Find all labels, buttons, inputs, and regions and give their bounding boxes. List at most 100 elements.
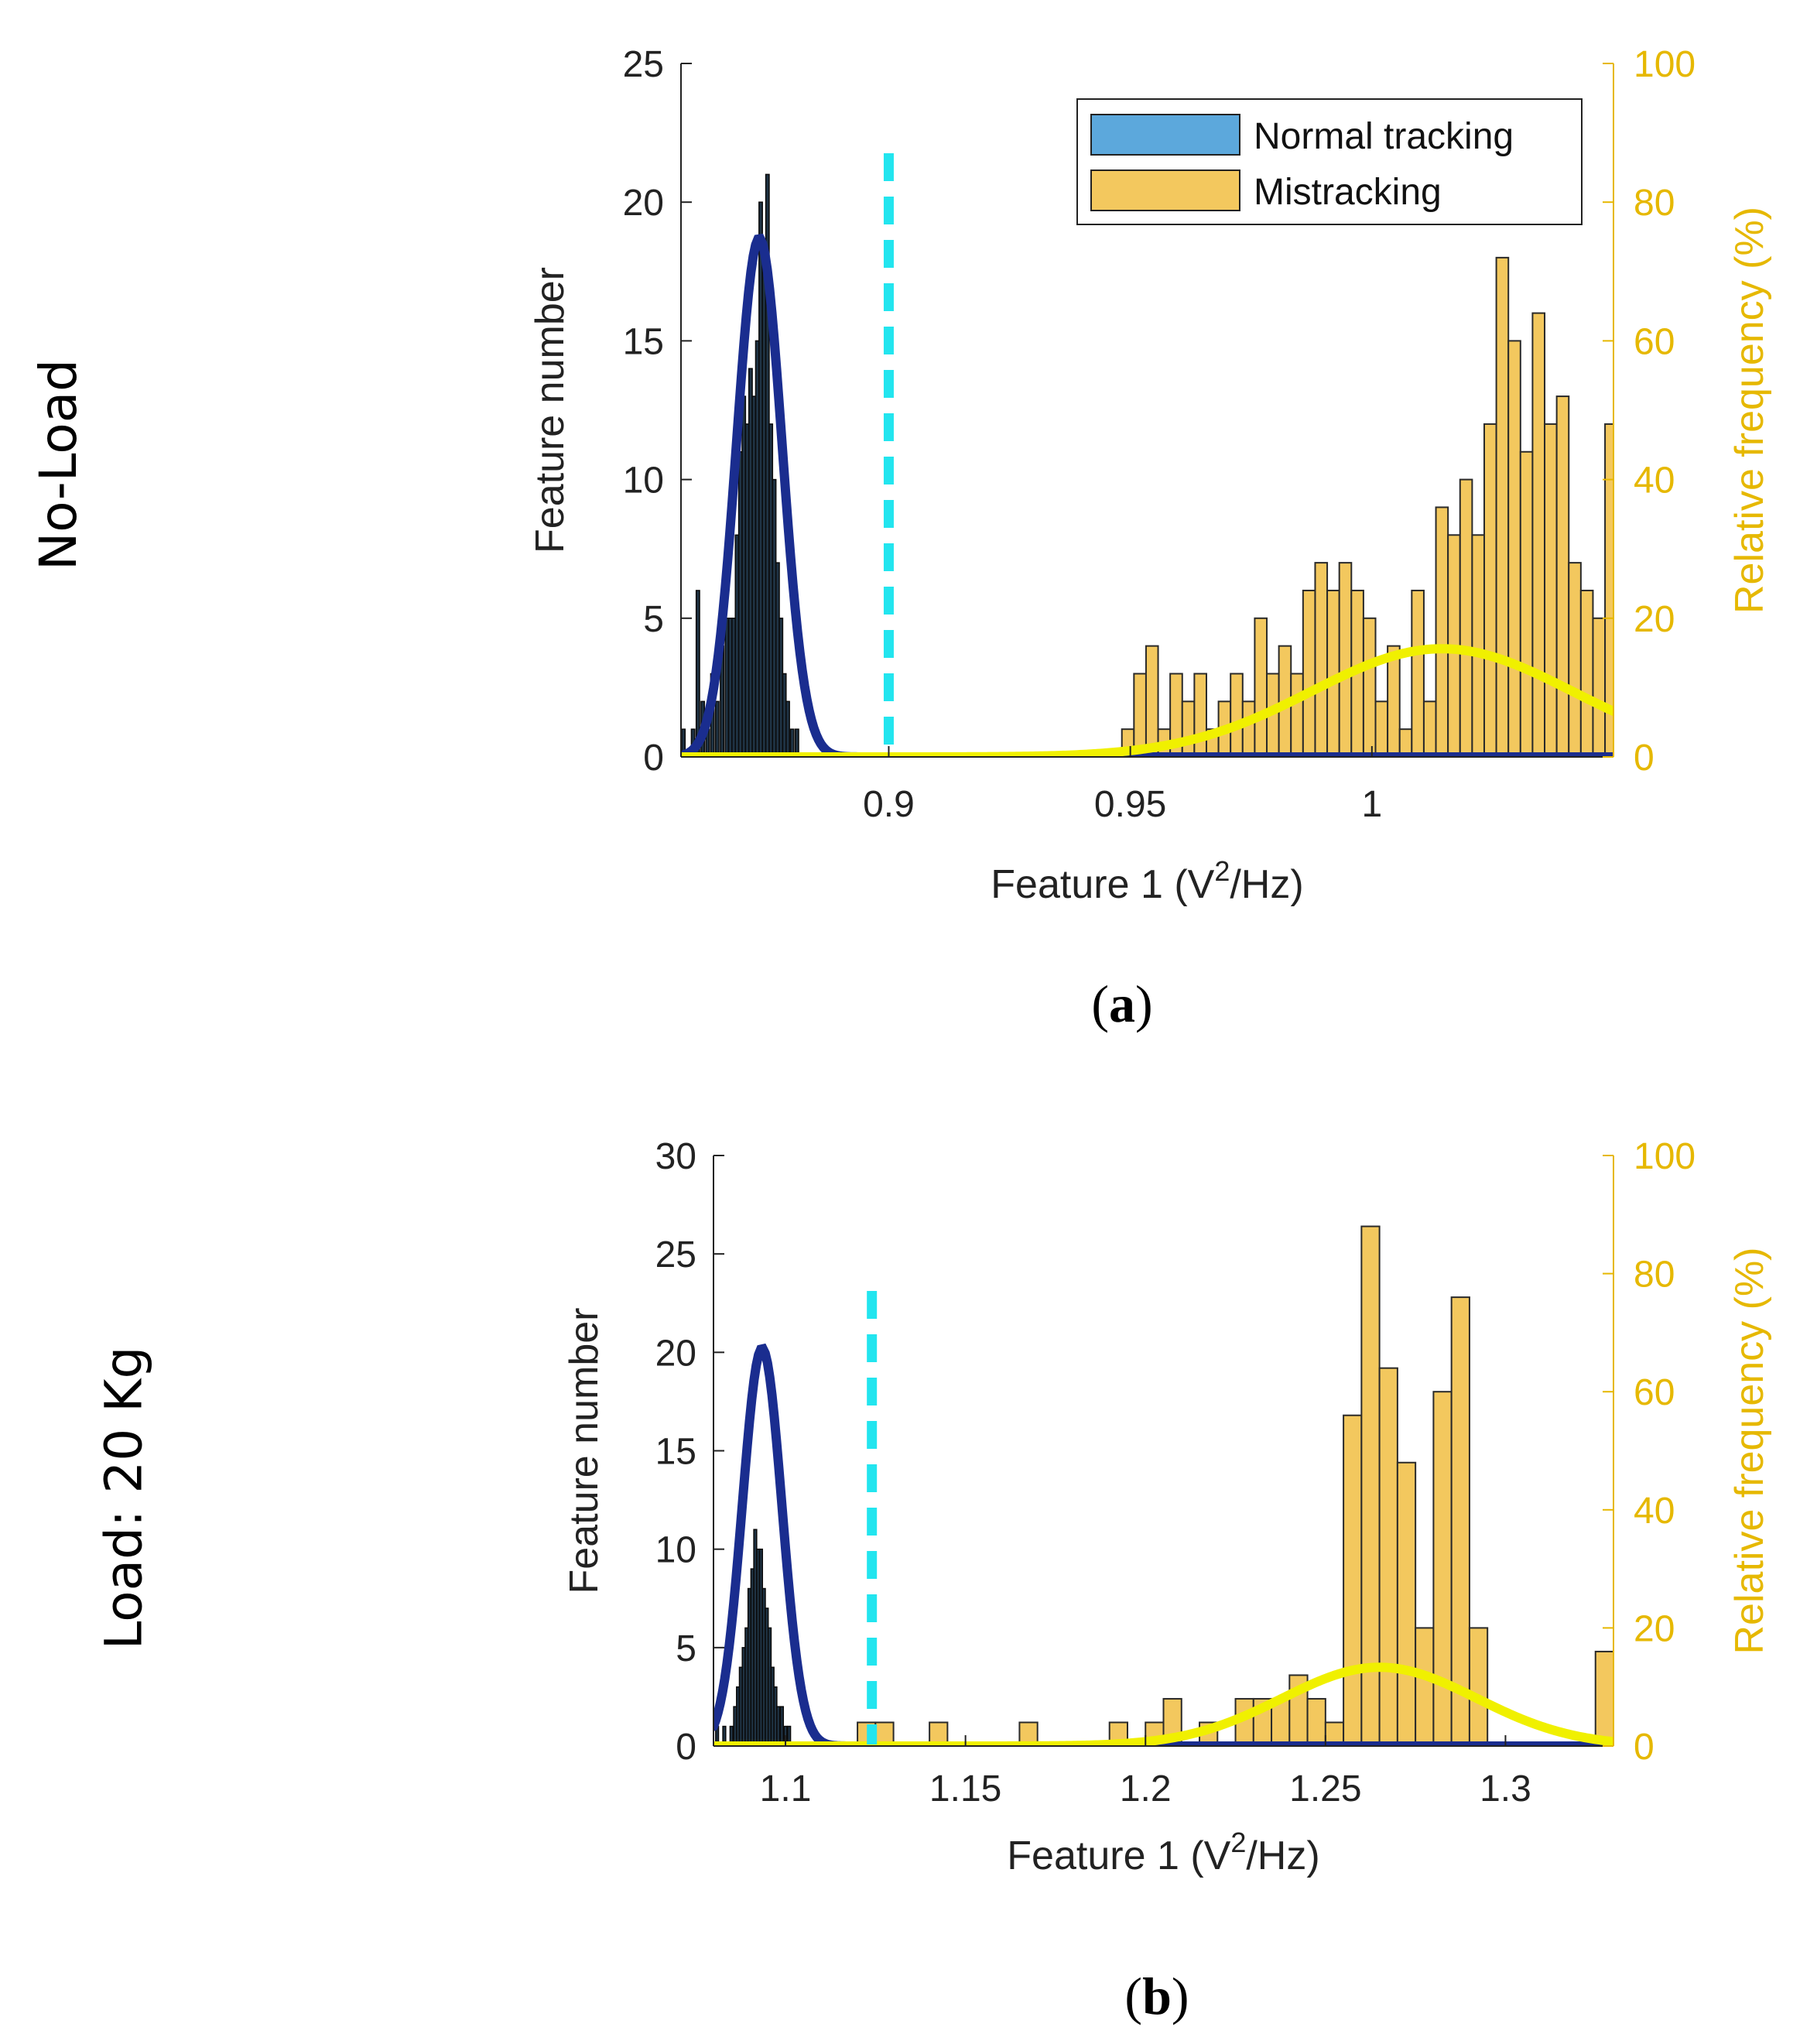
- y-right-tick-label: 100: [1634, 44, 1696, 85]
- bar-mistracking: [1544, 423, 1558, 757]
- y-tick-label: 25: [655, 1234, 696, 1275]
- y-tick-label: 0: [643, 738, 664, 779]
- x-axis-label-part: Feature 1 (V: [1007, 1833, 1230, 1878]
- bar-mistracking: [1495, 256, 1510, 757]
- bar-mistracking: [1396, 1461, 1417, 1746]
- bar-mistracking: [1387, 645, 1401, 757]
- x-tick-label: 1.3: [1480, 1768, 1531, 1809]
- panel-caption-b-letter: b: [1142, 1967, 1172, 2025]
- bar-mistracking: [1302, 589, 1316, 757]
- x-axis-label-part: /Hz): [1246, 1833, 1319, 1878]
- bar-mistracking: [1338, 562, 1353, 757]
- y-tick-label: 15: [655, 1432, 696, 1473]
- bar-mistracking: [1519, 450, 1534, 757]
- x-tick-label: 1.1: [760, 1768, 812, 1809]
- plot-area: [681, 173, 1613, 757]
- panel-caption-a-letter: a: [1109, 974, 1135, 1033]
- bar-mistracking: [1181, 700, 1196, 757]
- x-axis-label-superscript: 2: [1214, 855, 1230, 887]
- x-tick-label: 1.2: [1120, 1768, 1172, 1809]
- bar-mistracking: [1343, 1414, 1363, 1746]
- y-axis-label: Feature number: [528, 267, 573, 553]
- bar-mistracking: [1507, 340, 1521, 757]
- y-right-tick-label: 80: [1634, 1255, 1675, 1296]
- y-tick-label: 10: [623, 460, 664, 502]
- y-right-axis-label: Relative frequency (%): [1727, 1248, 1772, 1655]
- bar-mistracking: [1450, 1296, 1470, 1746]
- y-tick-label: 15: [623, 321, 664, 362]
- bar-mistracking: [1145, 645, 1159, 757]
- legend: Normal tracking Mistracking: [1076, 98, 1583, 225]
- x-tick-label: 1: [1361, 784, 1382, 825]
- x-axis-label-part: /Hz): [1230, 862, 1303, 907]
- legend-label-mistracking: Mistracking: [1254, 172, 1442, 213]
- bar-mistracking: [1579, 589, 1594, 757]
- bar-normal-tracking: [695, 590, 700, 757]
- bar-mistracking: [1193, 673, 1207, 757]
- y-tick-label: 20: [655, 1333, 696, 1374]
- bar-mistracking: [1594, 1650, 1613, 1746]
- bar-normal-tracking: [776, 1706, 781, 1746]
- y-tick-label: 5: [643, 599, 664, 640]
- bar-mistracking: [1241, 700, 1256, 757]
- x-tick-label: 1.15: [929, 1768, 1001, 1809]
- bar-mistracking: [1378, 1367, 1398, 1746]
- x-axis-label-superscript: 2: [1230, 1827, 1246, 1858]
- fit-curve-mistracking: [713, 1662, 1613, 1746]
- bar-mistracking: [1592, 617, 1607, 757]
- bar-normal-tracking: [785, 700, 790, 757]
- bar-mistracking: [1306, 1697, 1326, 1746]
- fit-curve-mistracking: [681, 644, 1613, 757]
- legend-swatch-mistracking: [1090, 169, 1240, 211]
- y-right-tick-label: 60: [1634, 1372, 1675, 1413]
- y-right-tick-label: 60: [1634, 321, 1675, 362]
- panel-caption-a: (a): [1091, 974, 1153, 1033]
- bar-mistracking: [1459, 478, 1473, 757]
- y-right-tick-label: 20: [1634, 599, 1675, 640]
- y-tick-label: 30: [655, 1136, 696, 1177]
- x-tick-label: 0.9: [863, 784, 915, 825]
- y-right-axis-label: Relative frequency (%): [1727, 207, 1772, 614]
- x-tick-label: 0.95: [1094, 784, 1166, 825]
- y-right-tick-label: 40: [1634, 460, 1675, 502]
- bar-mistracking: [1415, 1627, 1435, 1746]
- legend-label-normal-tracking: Normal tracking: [1254, 116, 1514, 157]
- x-axis-label: Feature 1 (V2/Hz): [991, 855, 1303, 907]
- bar-mistracking: [1435, 506, 1449, 757]
- bar-normal-tracking: [779, 1706, 784, 1746]
- y-axis-label: Feature number: [562, 1308, 607, 1594]
- bar-mistracking: [1290, 673, 1304, 757]
- y-right-tick-label: 100: [1634, 1136, 1696, 1177]
- chart-b: 0 5 10 15 20 25 30 0 20 40 60 80 100 1.1 1.15 1.2 1.25 1.…: [562, 1136, 1772, 1878]
- y-tick-label: 0: [676, 1727, 696, 1768]
- bar-mistracking: [1422, 700, 1437, 757]
- panel-caption-b: (b): [1124, 1967, 1189, 2025]
- bar-mistracking: [1471, 534, 1485, 757]
- bar-mistracking: [1531, 312, 1546, 757]
- y-right-tick-label: 20: [1634, 1608, 1675, 1649]
- y-right-tick-label: 0: [1634, 1727, 1654, 1768]
- bar-mistracking: [1432, 1391, 1453, 1746]
- bar-mistracking: [1314, 562, 1329, 757]
- bar-mistracking: [1468, 1627, 1489, 1746]
- y-right-tick-label: 0: [1634, 738, 1654, 779]
- y-tick-label: 20: [623, 183, 664, 224]
- x-axis-label: Feature 1 (V2/Hz): [1007, 1827, 1319, 1878]
- bar-mistracking: [1483, 423, 1497, 757]
- bar-mistracking: [1254, 617, 1268, 757]
- y-tick-label: 25: [623, 44, 664, 85]
- plot-area: [713, 1225, 1613, 1746]
- bar-mistracking: [1374, 700, 1389, 757]
- x-tick-label: 1.25: [1289, 1768, 1361, 1809]
- y-right-tick-label: 40: [1634, 1491, 1675, 1532]
- y-tick-label: 5: [676, 1628, 696, 1669]
- x-axis-label-part: Feature 1 (V: [991, 862, 1214, 907]
- bar-mistracking: [1568, 562, 1582, 757]
- bar-normal-tracking: [714, 700, 720, 757]
- bar-mistracking: [1362, 617, 1377, 757]
- legend-swatch-normal-tracking: [1090, 114, 1240, 156]
- bar-mistracking: [1230, 673, 1244, 757]
- y-tick-label: 10: [655, 1530, 696, 1571]
- chart-a: 0 5 10 15 20 25 0 20 40 60 80 100 0.9 0.95 1 Feature 1 …: [528, 44, 1772, 907]
